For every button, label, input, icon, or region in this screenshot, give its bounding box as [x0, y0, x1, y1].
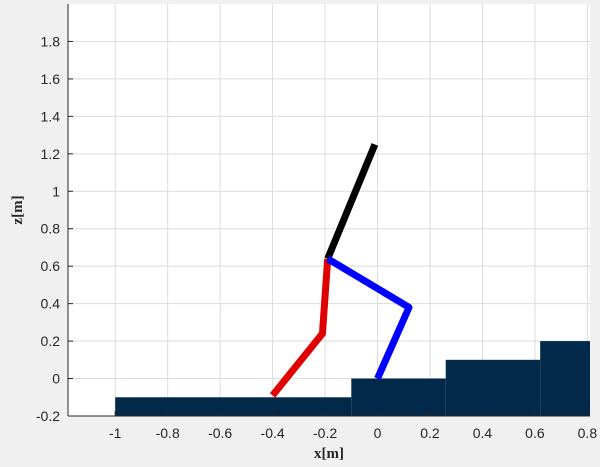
plot-area-background	[68, 4, 590, 416]
y-tick-label: 0.2	[41, 333, 61, 349]
y-tick-label: 0.4	[41, 296, 61, 312]
robot-links	[269, 143, 413, 398]
axes	[67, 4, 590, 417]
x-tick-label: 0.4	[473, 425, 493, 441]
y-tick-label: 1	[52, 183, 60, 199]
x-tick-label: -0.8	[156, 425, 180, 441]
y-tick-label: 1.8	[41, 33, 61, 49]
terrain-step	[351, 378, 446, 416]
robot-link	[324, 143, 379, 261]
y-tick-label: 1.4	[41, 108, 61, 124]
terrain-step	[540, 341, 590, 416]
x-tick-label: -0.4	[261, 425, 285, 441]
terrain-steps	[115, 341, 590, 416]
x-tick-label: -0.6	[208, 425, 232, 441]
robot-link	[269, 258, 332, 398]
terrain-step	[115, 397, 352, 416]
y-tick-label: 1.6	[41, 71, 61, 87]
x-tick-label: 0	[374, 425, 382, 441]
x-axis-label: x[m]	[314, 446, 344, 462]
y-tick-label: 1.2	[41, 146, 61, 162]
x-tick-label: -1	[109, 425, 122, 441]
y-tick-label: 0.8	[41, 221, 61, 237]
x-tick-labels: -1 -0.8 -0.6 -0.4 -0.2 0 0.2 0.4 0.6 0.8	[109, 425, 597, 441]
robot-link	[325, 255, 413, 380]
x-tick-label: 0.8	[578, 425, 598, 441]
y-axis-label: z[m]	[10, 195, 26, 224]
y-tick-label: 0	[52, 371, 60, 387]
x-tick-label: 0.6	[525, 425, 545, 441]
x-tick-label: 0.2	[420, 425, 440, 441]
y-tick-label: -0.2	[36, 408, 60, 424]
y-tick-label: 0.6	[41, 258, 61, 274]
terrain-step	[445, 359, 541, 416]
y-tick-labels: -0.2 0 0.2 0.4 0.6 0.8 1 1.2 1.4 1.6 1.8	[36, 33, 60, 424]
x-tick-label: -0.2	[313, 425, 337, 441]
